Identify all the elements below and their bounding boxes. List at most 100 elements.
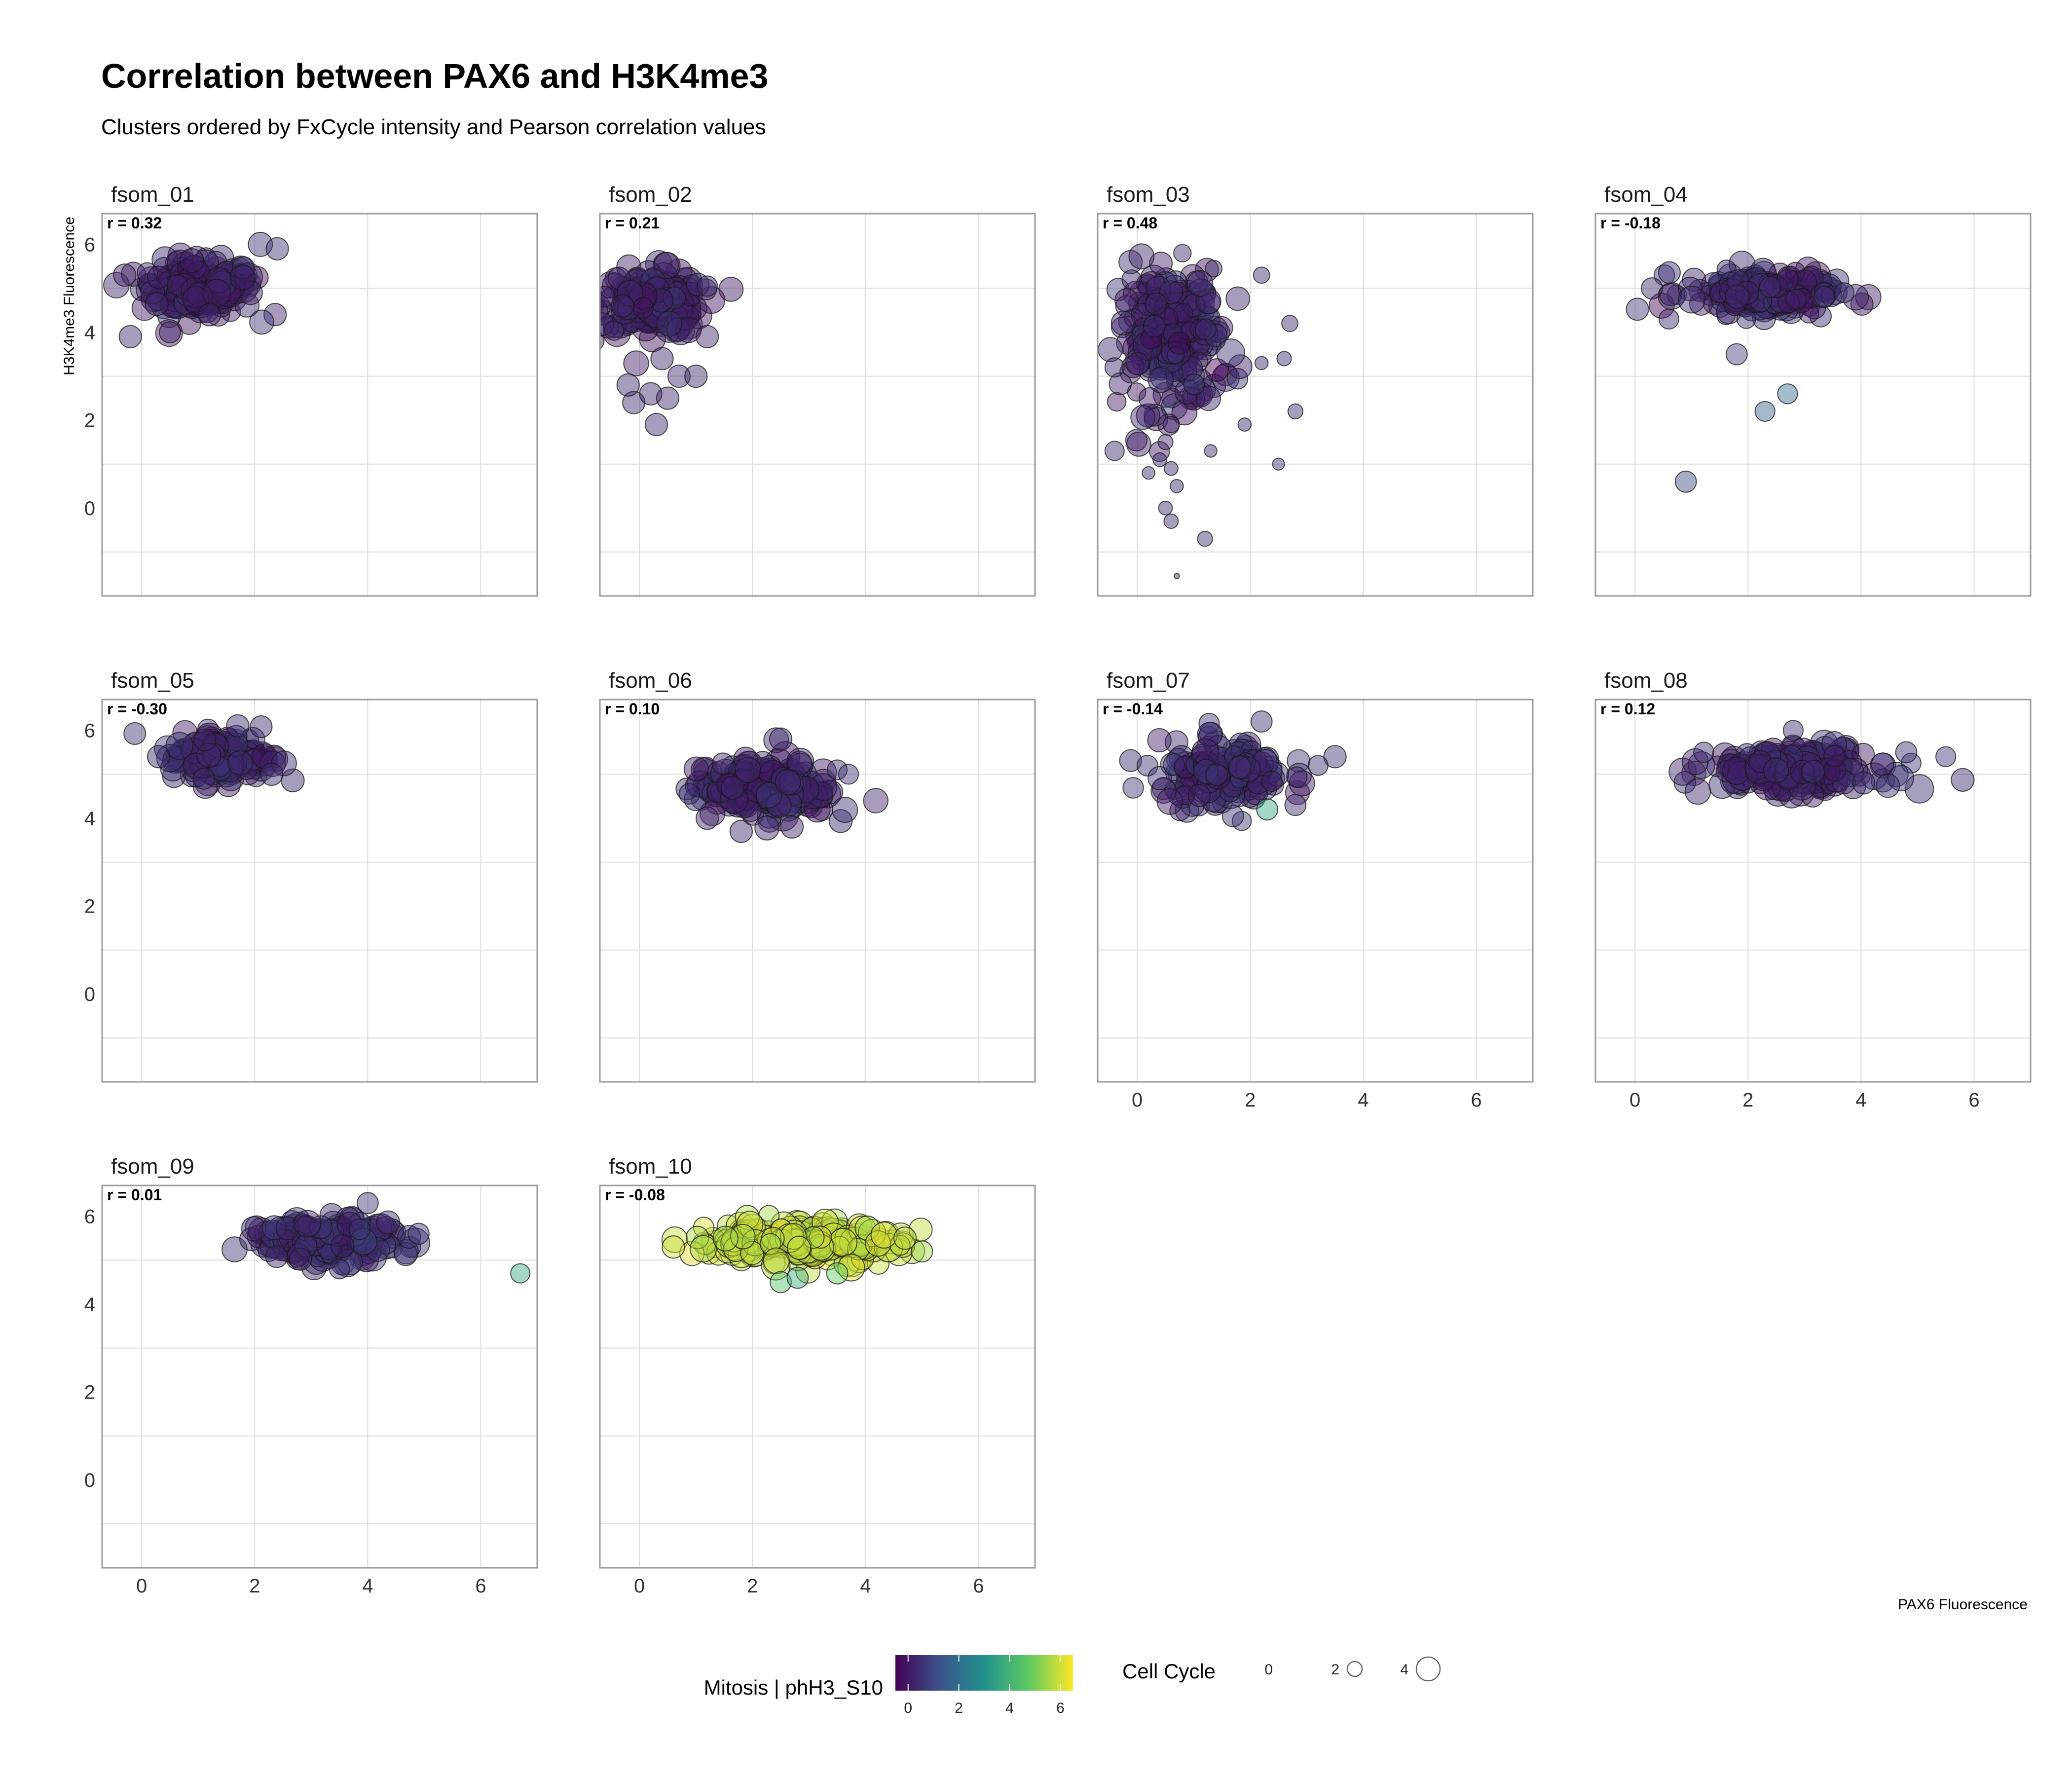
panel-points [675,727,888,843]
data-point [329,1258,350,1280]
data-point [238,280,263,305]
data-point [1641,277,1663,299]
data-point [147,265,171,289]
data-point [1197,531,1213,547]
data-point [179,248,204,273]
data-point [1797,267,1821,291]
data-point [838,764,859,785]
data-point [1754,401,1776,422]
y-tick-label: 0 [84,984,95,1005]
data-point [1727,761,1757,791]
data-point [1205,259,1222,278]
data-point [1191,738,1220,766]
data-point [766,792,792,818]
data-point [1261,771,1283,792]
data-point [1198,712,1220,734]
data-point [1149,441,1170,462]
panel-frame [101,1184,538,1569]
panel-points [103,231,289,349]
data-point [1852,771,1876,795]
data-point [1801,760,1825,784]
data-point [770,1271,792,1294]
panel-fsom_05: fsom_05r = -0.30 0 2 4 6 [84,668,538,1083]
data-point [778,770,804,796]
data-point [712,1225,739,1252]
data-point [229,264,256,291]
y-tick-label: 2 [84,410,95,432]
data-point [826,1262,849,1285]
x-tick-label: 2 [1742,1089,1753,1111]
panel-frame [599,699,1036,1083]
data-point [1183,373,1205,396]
data-point [775,769,801,795]
data-point [1281,315,1298,333]
panel-fsom_10: fsom_10r = -0.08 0 2 4 6 [599,1154,1036,1597]
panel-frame [1594,213,2032,597]
data-point [192,767,215,790]
data-point [604,320,625,341]
data-point [1216,338,1246,368]
data-point [611,294,634,318]
data-point [661,1226,688,1253]
data-point [1187,784,1211,807]
correlation-label: r = 0.21 [605,214,660,232]
data-point [1174,573,1180,580]
data-point [226,714,250,738]
data-point [1225,286,1250,311]
data-point [733,746,758,772]
data-point [357,1192,379,1214]
data-point [1205,763,1228,786]
data-point [1104,441,1125,461]
data-point [1851,742,1875,766]
data-point [1190,318,1212,340]
data-point [787,1236,811,1260]
data-point [1136,755,1158,777]
data-point [1904,774,1934,804]
x-tick-label: 0 [1132,1089,1143,1111]
panel-grid-lines [102,700,537,1082]
data-point [1777,291,1800,314]
x-tick-label: 4 [1855,1089,1866,1111]
data-point [259,750,286,777]
panel-frame [599,1184,1036,1569]
panel-frame [1594,699,2032,1083]
data-point [1674,471,1697,493]
data-point [1785,289,1807,310]
data-point [251,743,278,770]
data-point [1145,292,1168,315]
data-point [1749,290,1773,312]
data-point [1688,279,1711,302]
data-point [706,781,729,804]
data-point [1684,778,1711,805]
panel-strip-label: fsom_03 [1107,183,1190,207]
data-point [1138,387,1161,410]
x-tick-label: 4 [362,1575,373,1597]
data-point [1790,759,1815,784]
x-axis-label: PAX6 Fluorescence [1898,1596,2028,1613]
data-point [1693,741,1715,763]
data-point [1171,399,1198,426]
data-point [629,281,658,310]
panel-fsom_08: fsom_08r = 0.12 0 2 4 6 [1594,668,2032,1111]
panel-frame [1097,699,1534,1083]
data-point [826,759,848,780]
data-point [241,1216,266,1242]
data-point [1658,308,1680,330]
data-point [209,270,236,298]
color-tick-label: 0 [904,1700,912,1716]
panel-strip-label: fsom_10 [609,1154,692,1179]
data-point [1287,403,1304,420]
data-point [1726,343,1748,366]
data-point [889,1234,911,1256]
data-point [1876,774,1900,798]
data-point [183,752,209,778]
x-tick-label: 0 [1629,1089,1640,1111]
data-point [250,715,273,739]
data-point [716,773,740,797]
data-point [289,1248,312,1271]
data-point [349,1227,377,1256]
data-point [1253,266,1270,284]
data-point [1147,728,1172,753]
chart-subtitle: Clusters ordered by FxCycle intensity an… [101,115,766,139]
data-point [1626,297,1649,321]
